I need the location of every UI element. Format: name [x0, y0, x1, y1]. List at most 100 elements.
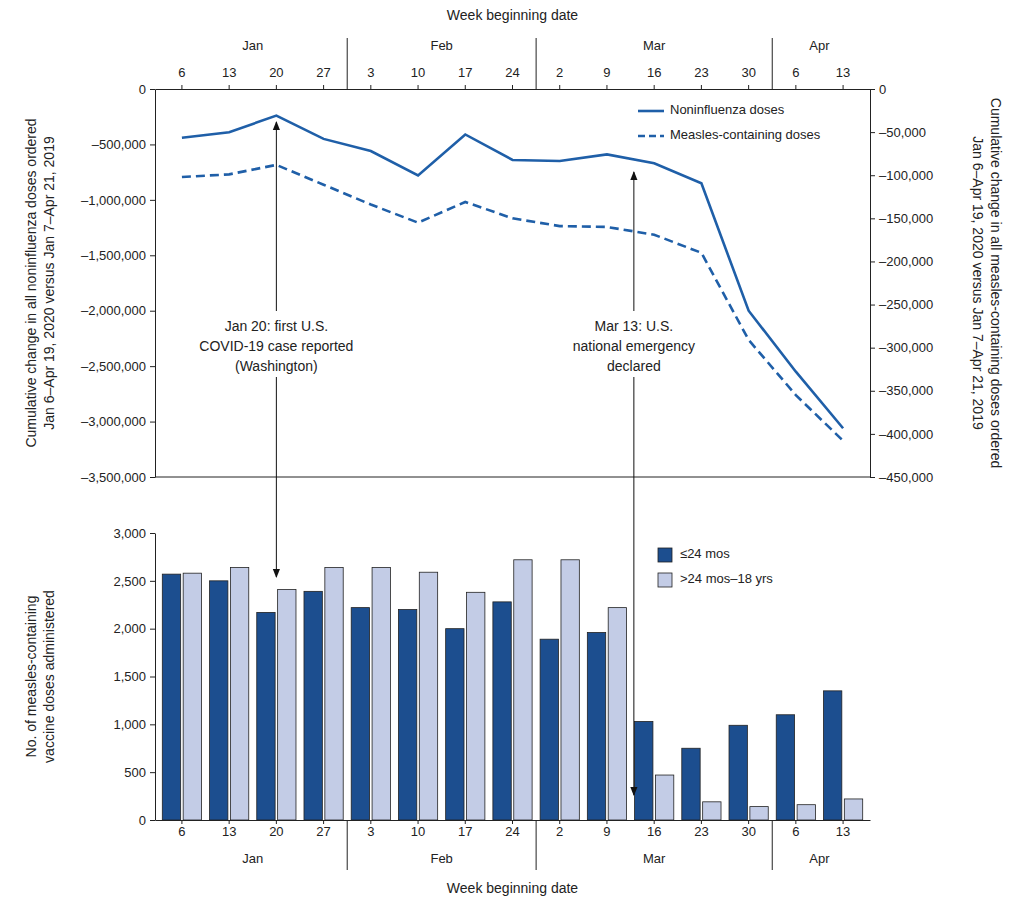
- bar: [183, 573, 201, 820]
- y-axis-tick: –2,000,000: [81, 303, 155, 318]
- x-axis-tick: 13: [836, 65, 850, 89]
- tick-label: 3: [367, 824, 374, 839]
- x-axis-tick: 16: [647, 65, 661, 89]
- chart-line: 0 –500,000 –1,000,000 –1,500,000 –2,000,000 –…: [23, 7, 1005, 485]
- tick-label: 23: [694, 824, 708, 839]
- tick-label: –1,000,000: [81, 193, 146, 208]
- tick-mark: [870, 434, 875, 435]
- month-labels: JanFebMarApr: [242, 38, 830, 89]
- x-axis-tick: 9: [603, 65, 610, 89]
- chart-bar: 05001,0001,5002,0002,5003,00061320273101…: [23, 526, 871, 896]
- tick-mark: [870, 261, 875, 262]
- legend-item: Measles-containing doses: [638, 127, 821, 142]
- tick-mark: [150, 311, 155, 312]
- x-axis-title: Week beginning date: [447, 880, 578, 896]
- tick-label: 27: [316, 65, 330, 80]
- tick-label: –400,000: [879, 427, 933, 442]
- month-labels: JanFebMarApr: [242, 820, 830, 870]
- x-axis-tick: 17: [458, 65, 472, 89]
- bar: [682, 748, 700, 820]
- bar: [540, 639, 558, 820]
- y2-axis-line: [870, 90, 871, 478]
- tick-mark: [748, 85, 749, 89]
- legend-label: Measles-containing doses: [670, 127, 821, 142]
- y-axis-title: vaccine doses administered: [41, 590, 57, 763]
- x-axis-tick: 23: [694, 820, 708, 839]
- tick-label: 13: [222, 824, 236, 839]
- tick-mark: [150, 255, 155, 256]
- y2-axis-tick: –300,000: [870, 340, 933, 355]
- bar: [587, 632, 605, 820]
- tick-label: 13: [222, 65, 236, 80]
- x-axis-tick: 10: [411, 65, 425, 89]
- x-axis-tick: 24: [505, 65, 519, 89]
- plot-area: [182, 116, 843, 441]
- x-axis-tick: 10: [411, 820, 425, 839]
- y2-axis-tick: 0: [870, 82, 886, 97]
- bar: [823, 691, 841, 820]
- y-axis-tick: –2,500,000: [81, 359, 155, 374]
- tick-mark: [870, 132, 875, 133]
- legend-swatch: [658, 548, 672, 562]
- tick-label: 24: [505, 65, 519, 80]
- bar: [372, 567, 390, 820]
- tick-label: 0: [879, 82, 886, 97]
- x-axis-tick: 2: [556, 65, 563, 89]
- month-label: Apr: [809, 38, 830, 53]
- bar: [398, 610, 416, 820]
- tick-label: 3: [367, 65, 374, 80]
- x-axis: 6132027310172429162330613: [156, 820, 871, 839]
- tick-label: 30: [741, 65, 755, 80]
- annotation-text: declared: [607, 358, 661, 374]
- x-axis-tick: 2: [556, 820, 563, 839]
- tick-label: –200,000: [879, 254, 933, 269]
- tick-label: 2,000: [113, 621, 146, 636]
- tick-label: 9: [603, 65, 610, 80]
- bar: [304, 591, 322, 820]
- y2-axis-tick: –50,000: [870, 125, 926, 140]
- month-label: Jan: [242, 38, 263, 53]
- tick-mark: [559, 85, 560, 89]
- x-axis-tick: 20: [269, 820, 283, 839]
- annotation-arrow: [276, 377, 277, 577]
- bar: [493, 602, 511, 820]
- tick-mark: [150, 724, 155, 725]
- x-axis-tick: 13: [222, 820, 236, 839]
- y-axis-tick: 1,500: [113, 669, 155, 684]
- annotations: Jan 20: first U.S.COVID-19 case reported…: [199, 122, 695, 795]
- tick-mark: [870, 218, 875, 219]
- x-axis-tick: 23: [694, 65, 708, 89]
- tick-label: 2,500: [113, 573, 146, 588]
- tick-label: –250,000: [879, 297, 933, 312]
- x-axis-tick: 16: [647, 820, 661, 839]
- annotation-arrow: [276, 122, 277, 311]
- legend-item: ≤24 mos: [658, 546, 730, 562]
- month-label: Apr: [809, 851, 830, 866]
- y2-axis-tick: –250,000: [870, 297, 933, 312]
- tick-label: –50,000: [879, 125, 926, 140]
- legend-swatch: [638, 135, 664, 138]
- tick-mark: [370, 85, 371, 89]
- legend-item: Noninfluenza doses: [638, 102, 785, 117]
- tick-mark: [512, 85, 513, 89]
- x-axis-tick: 3: [367, 820, 374, 839]
- y-axis-tick: 2,000: [113, 621, 155, 636]
- tick-mark: [870, 348, 875, 349]
- x-axis-tick: 30: [741, 820, 755, 839]
- tick-mark: [150, 200, 155, 201]
- tick-label: –1,500,000: [81, 248, 146, 263]
- tick-label: 6: [178, 824, 185, 839]
- y2-axis: 0–50,000–100,000–150,000–200,000–250,000…: [870, 82, 933, 485]
- bar: [162, 574, 180, 820]
- y-axis-tick: 0: [139, 82, 155, 97]
- month-separator: [772, 820, 773, 870]
- tick-label: –300,000: [879, 340, 933, 355]
- bar: [419, 572, 437, 820]
- bar: [278, 589, 296, 820]
- tick-mark: [150, 144, 155, 145]
- bar: [351, 608, 369, 820]
- bar: [776, 715, 794, 820]
- tick-label: –500,000: [92, 137, 146, 152]
- tick-mark: [843, 85, 844, 89]
- tick-mark: [150, 366, 155, 367]
